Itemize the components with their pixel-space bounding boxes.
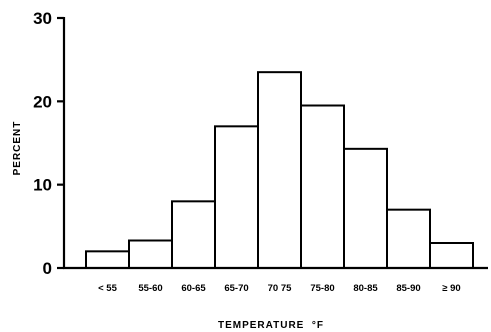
x-tick-label-7: 80-85 — [353, 283, 378, 294]
bar-9 — [429, 242, 474, 269]
bar-7 — [343, 147, 388, 269]
bar-5 — [257, 71, 302, 269]
x-tick-label-9: ≥ 90 — [442, 283, 460, 294]
bar-6 — [300, 104, 345, 269]
y-tick-label-30: 30 — [33, 9, 52, 28]
y-tick-label-0: 0 — [43, 259, 52, 278]
bar-2 — [128, 239, 173, 269]
x-tick-label-5: 70 75 — [268, 283, 292, 294]
x-tick-label-4: 65-70 — [224, 283, 248, 294]
y-ticks: 0 10 20 30 — [33, 9, 64, 278]
x-tick-label-1: < 55 — [98, 283, 117, 294]
x-tick-label-2: 55-60 — [138, 283, 162, 294]
y-axis-label: PERCENT — [12, 121, 23, 176]
axes — [62, 17, 488, 270]
x-tick-label-6: 75-80 — [310, 283, 334, 294]
bar-8 — [386, 208, 431, 270]
bars — [85, 71, 474, 270]
bar-3 — [171, 200, 216, 269]
x-tick-label-8: 85-90 — [396, 283, 420, 294]
x-ticks: < 55 55-60 60-65 65-70 70 75 75-80 80-85 85-90 ≥… — [98, 283, 461, 294]
x-tick-label-3: 60-65 — [181, 283, 206, 294]
x-axis-label: TEMPERATURE °F — [218, 320, 324, 331]
bar-4 — [214, 125, 259, 270]
y-tick-label-20: 20 — [33, 92, 52, 111]
y-tick-label-10: 10 — [33, 176, 52, 195]
bar-1 — [85, 250, 130, 269]
